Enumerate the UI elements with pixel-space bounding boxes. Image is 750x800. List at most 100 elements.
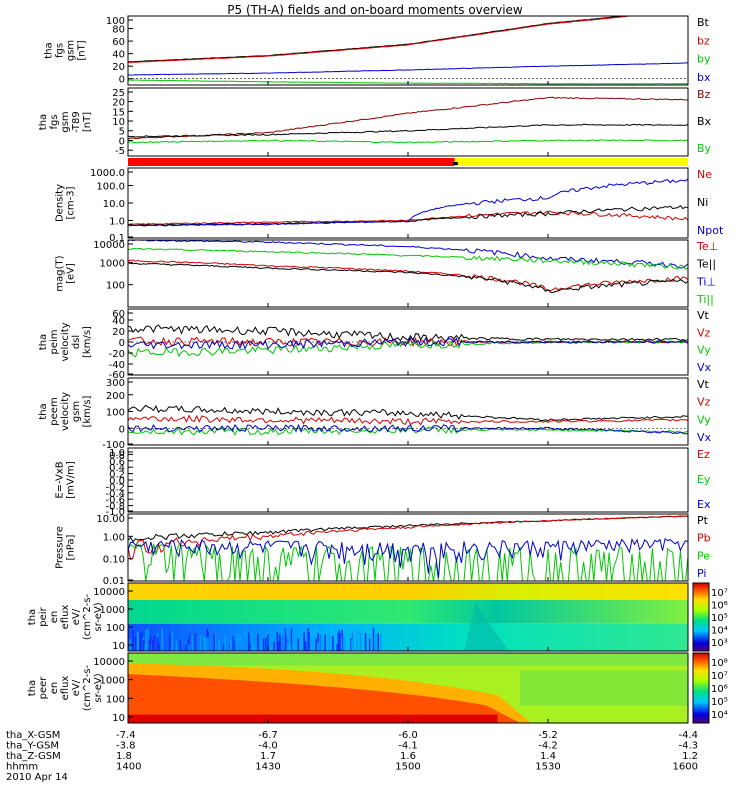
y-axis-label: Density xyxy=(55,184,66,222)
y-tick-label: 1000.0 xyxy=(90,168,125,179)
series-line-pressure-1 xyxy=(127,515,688,561)
series-line-peem-velocity-1 xyxy=(127,414,689,426)
y-axis-label: eflux xyxy=(60,676,71,701)
colorbar-label: 10⁷ xyxy=(711,588,728,599)
y-axis-label: en xyxy=(49,682,60,695)
ion-spectrogram-streak xyxy=(145,640,147,651)
legend-temperature-1: Te|| xyxy=(696,258,716,271)
y-axis-label: gsm xyxy=(66,40,77,61)
ion-spectrogram-streak xyxy=(359,630,361,651)
y-tick-label: 100 xyxy=(106,623,125,634)
ephemeris-value: -5.2 xyxy=(538,730,558,741)
y-tick-label: 10.0 xyxy=(103,199,125,210)
series-line-fgs-3 xyxy=(127,62,688,76)
ion-spectrogram-streak xyxy=(139,633,141,651)
y-axis-label: (cm^2-s- xyxy=(82,664,93,711)
legend-temperature-2: Ti⊥ xyxy=(696,275,716,288)
ion-spectrogram-streak xyxy=(295,631,298,651)
ion-spectrogram-streak xyxy=(276,632,279,651)
legend-exb-1: Ey xyxy=(697,473,711,486)
legend-peem-velocity-3: Vx xyxy=(697,431,712,444)
colorbar-peir xyxy=(692,582,710,652)
y-tick-label: 300 xyxy=(106,378,125,389)
ion-spectrogram-streak xyxy=(351,639,353,651)
y-tick-label: 25 xyxy=(112,88,125,99)
ephemeris-value: 1.6 xyxy=(400,751,416,762)
y-tick-label: -0.2 xyxy=(105,482,125,493)
ion-spectrogram-streak xyxy=(328,631,330,651)
ion-spectrogram-streak xyxy=(290,628,293,651)
legend-pressure-2: Pe xyxy=(697,549,710,562)
ion-spectrogram-streak xyxy=(320,633,322,651)
ion-spectrogram-streak xyxy=(134,636,137,651)
ephemeris-value: 1.2 xyxy=(682,751,698,762)
ephemeris-value: -4.1 xyxy=(398,741,418,752)
ion-spectrogram-streak xyxy=(272,629,275,651)
ion-spectrogram-streak xyxy=(343,635,345,651)
ion-spectrogram-mid xyxy=(128,600,688,624)
ion-spectrogram-streak xyxy=(277,640,280,651)
ion-spectrogram-streak xyxy=(372,627,375,651)
ion-spectrogram-streak xyxy=(341,630,343,651)
ion-spectrogram-streak xyxy=(161,628,163,651)
ion-spectrogram-streak xyxy=(236,633,239,651)
y-tick-label: -20 xyxy=(109,349,125,360)
y-axis-label: mag(T) xyxy=(55,255,66,291)
ion-spectrogram-high xyxy=(128,583,688,600)
mode-segment-0 xyxy=(128,158,455,166)
y-tick-label: 1000 xyxy=(100,258,125,269)
y-tick-label: 10000 xyxy=(93,587,125,598)
ion-spectrogram-streak xyxy=(222,644,225,651)
legend-peim-velocity-2: Vy xyxy=(697,344,711,357)
series-line-density-0 xyxy=(127,210,689,226)
y-tick-label: 1.0 xyxy=(109,217,125,228)
ion-spectrogram-streak xyxy=(156,637,159,651)
ephemeris-label: tha_Y-GSM xyxy=(6,741,59,752)
ion-spectrogram-streak xyxy=(375,634,377,651)
y-axis-label: [nT] xyxy=(77,40,88,60)
series-line-temperature-3 xyxy=(127,247,689,270)
y-axis-label: [nPa] xyxy=(66,534,77,560)
ion-spectrogram-streak xyxy=(317,632,319,651)
ephemeris-value: 1500 xyxy=(395,762,420,773)
y-tick-label: 0 xyxy=(119,75,125,86)
legend-pressure-3: Pi xyxy=(697,567,706,580)
y-axis-label: dsl xyxy=(71,335,82,349)
y-axis-label: [km/s] xyxy=(82,395,93,427)
ion-spectrogram-streak xyxy=(262,638,265,651)
ion-spectrogram-streak xyxy=(288,642,291,651)
panel-frame-density xyxy=(127,167,689,239)
ion-spectrogram-streak xyxy=(205,638,207,651)
y-axis-label: Pressure xyxy=(55,526,66,569)
y-axis-label: tha xyxy=(27,609,38,625)
y-tick-label: 0.8 xyxy=(109,450,125,461)
ion-spectrogram-streak xyxy=(145,629,147,651)
ion-spectrogram-streak xyxy=(149,635,152,651)
ephemeris-value: 1.8 xyxy=(116,751,132,762)
legend-fgs-t89-2: By xyxy=(697,142,712,155)
series-line-peem-velocity-3 xyxy=(127,423,689,435)
y-tick-label: 20 xyxy=(112,62,125,73)
colorbar-peer xyxy=(692,652,710,724)
y-tick-label: 5 xyxy=(119,127,125,138)
legend-peim-velocity-0: Vt xyxy=(697,309,710,322)
ion-spectrogram-streak xyxy=(304,641,307,651)
ion-spectrogram-streak xyxy=(270,632,272,651)
legend-peem-velocity-1: Vz xyxy=(697,396,711,409)
y-axis-label: tha xyxy=(38,114,49,130)
ephemeris-value: -4.2 xyxy=(538,741,558,752)
ephemeris-label: tha_X-GSM xyxy=(6,730,60,741)
series-line-fgs-0 xyxy=(127,15,688,63)
y-tick-label: 60 xyxy=(112,309,125,320)
ion-spectrogram-streak xyxy=(188,634,191,651)
y-axis-label: en xyxy=(49,611,60,624)
legend-fgs-1: bz xyxy=(697,34,710,47)
legend-temperature-3: Ti|| xyxy=(696,293,714,306)
colorbar-label: 10⁵ xyxy=(711,697,728,708)
y-tick-label: -0.8 xyxy=(105,502,125,513)
series-line-pressure-0 xyxy=(127,515,689,543)
colorbar-label: 10⁷ xyxy=(711,671,728,682)
legend-peem-velocity-2: Vy xyxy=(697,413,711,426)
ion-spectrogram-streak xyxy=(287,640,289,651)
